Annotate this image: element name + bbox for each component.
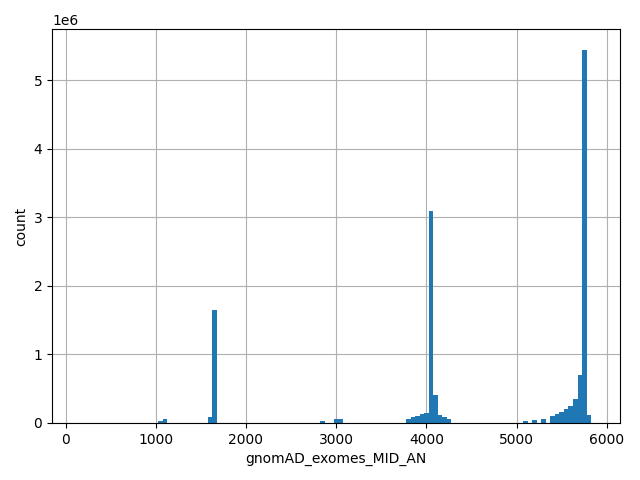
Bar bbox=[158, 421, 163, 423]
Y-axis label: count: count bbox=[14, 206, 28, 245]
Bar bbox=[532, 420, 537, 423]
Bar bbox=[433, 396, 438, 423]
X-axis label: gnomAD_exomes_MID_AN: gnomAD_exomes_MID_AN bbox=[246, 452, 427, 466]
Bar bbox=[586, 415, 591, 423]
Bar bbox=[424, 413, 429, 423]
Bar bbox=[406, 420, 411, 423]
Bar bbox=[541, 419, 546, 423]
Bar bbox=[442, 417, 447, 423]
Bar bbox=[550, 416, 555, 423]
Bar bbox=[339, 420, 343, 423]
Bar bbox=[438, 415, 442, 423]
Bar bbox=[411, 417, 415, 423]
Bar bbox=[582, 49, 586, 423]
Bar bbox=[577, 375, 582, 423]
Bar bbox=[573, 399, 577, 423]
Bar bbox=[568, 406, 573, 423]
Bar bbox=[334, 419, 339, 423]
Bar bbox=[212, 310, 217, 423]
Bar bbox=[555, 414, 559, 423]
Bar bbox=[524, 421, 528, 423]
Bar bbox=[415, 416, 420, 423]
Bar bbox=[429, 211, 433, 423]
Bar bbox=[564, 409, 568, 423]
Bar bbox=[163, 420, 167, 423]
Bar bbox=[207, 417, 212, 423]
Bar bbox=[559, 412, 564, 423]
Bar bbox=[447, 420, 451, 423]
Bar bbox=[321, 421, 325, 423]
Bar bbox=[420, 414, 424, 423]
